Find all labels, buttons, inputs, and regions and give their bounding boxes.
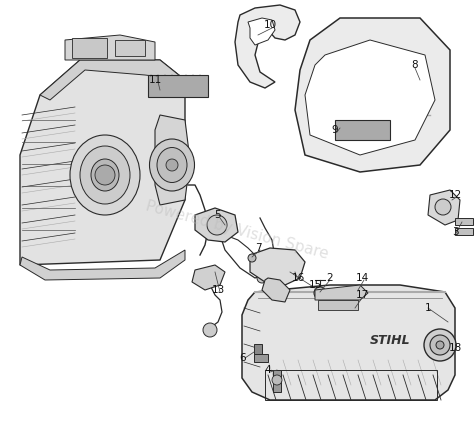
Circle shape <box>272 375 282 385</box>
Text: STIHL: STIHL <box>370 334 410 346</box>
Polygon shape <box>20 250 185 280</box>
Circle shape <box>203 323 217 337</box>
Text: 16: 16 <box>292 273 305 283</box>
Text: 13: 13 <box>211 285 225 295</box>
Polygon shape <box>248 18 275 45</box>
Text: 5: 5 <box>215 210 221 220</box>
Text: 18: 18 <box>448 343 462 353</box>
Bar <box>254 344 262 354</box>
Text: 10: 10 <box>264 20 276 30</box>
Text: 7: 7 <box>255 243 261 253</box>
Polygon shape <box>65 35 155 60</box>
Polygon shape <box>40 60 185 100</box>
Bar <box>265 370 437 400</box>
Polygon shape <box>242 285 455 400</box>
Polygon shape <box>428 190 460 225</box>
Bar <box>254 354 268 362</box>
Polygon shape <box>305 40 435 155</box>
Ellipse shape <box>80 146 130 204</box>
Text: 14: 14 <box>356 273 369 283</box>
Ellipse shape <box>70 135 140 215</box>
Ellipse shape <box>149 139 194 191</box>
Circle shape <box>314 287 326 299</box>
Ellipse shape <box>157 147 187 182</box>
Circle shape <box>430 335 450 355</box>
Text: 2: 2 <box>327 273 333 283</box>
Polygon shape <box>235 5 300 88</box>
Circle shape <box>166 159 178 171</box>
Text: 15: 15 <box>309 280 322 290</box>
Polygon shape <box>192 265 225 290</box>
Circle shape <box>248 254 256 262</box>
Polygon shape <box>155 115 190 205</box>
Circle shape <box>257 273 267 283</box>
Bar <box>318 300 358 310</box>
Polygon shape <box>295 18 450 172</box>
Polygon shape <box>262 278 290 302</box>
Bar <box>455 218 473 225</box>
Text: 3: 3 <box>452 227 458 237</box>
Circle shape <box>424 329 456 361</box>
Polygon shape <box>20 60 185 265</box>
Bar <box>335 120 390 140</box>
Text: 1: 1 <box>425 303 431 313</box>
Text: 17: 17 <box>356 290 369 300</box>
Text: 8: 8 <box>412 60 419 70</box>
Bar <box>72 38 107 58</box>
Circle shape <box>207 215 227 235</box>
Polygon shape <box>195 208 238 242</box>
Text: 9: 9 <box>332 125 338 135</box>
Text: 4: 4 <box>264 365 271 375</box>
Text: 6: 6 <box>240 353 246 363</box>
Polygon shape <box>250 248 305 285</box>
Bar <box>115 40 145 56</box>
Ellipse shape <box>91 159 119 191</box>
Circle shape <box>435 199 451 215</box>
Text: 11: 11 <box>148 75 162 85</box>
Polygon shape <box>315 285 368 300</box>
Circle shape <box>436 341 444 349</box>
Circle shape <box>95 165 115 185</box>
Bar <box>273 370 281 392</box>
Text: 12: 12 <box>448 190 462 200</box>
Bar <box>455 228 473 235</box>
Bar <box>148 75 208 97</box>
Text: Powered by Vision Spare: Powered by Vision Spare <box>144 199 330 262</box>
